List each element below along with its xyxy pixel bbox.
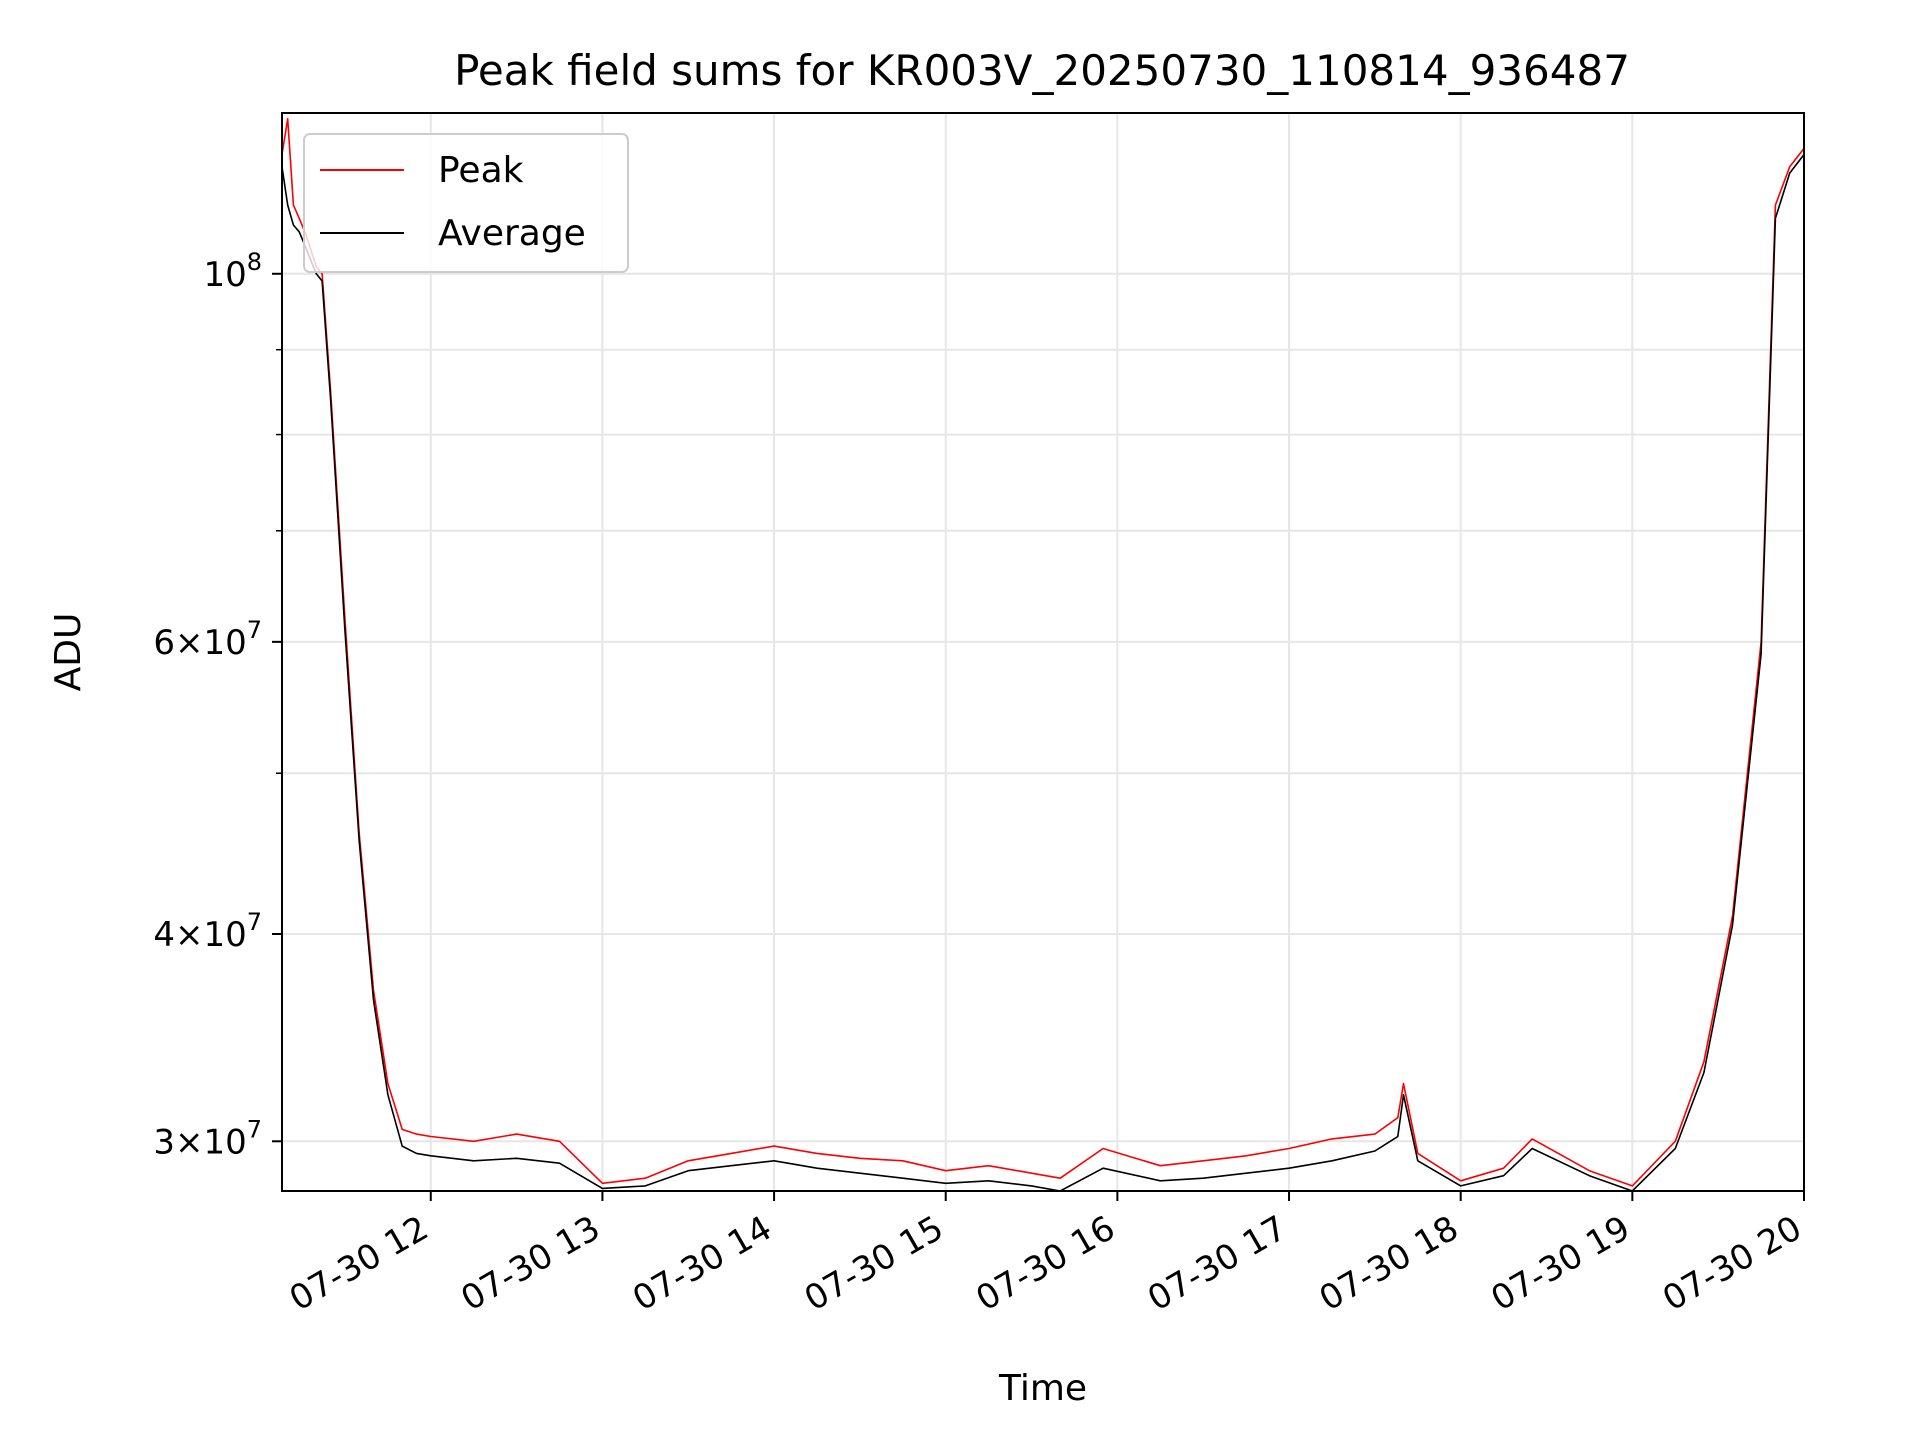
y-tick-label: 3×107 xyxy=(153,1115,262,1162)
chart-title: Peak field sums for KR003V_20250730_1108… xyxy=(454,46,1630,95)
series-line-average xyxy=(282,154,1804,1191)
y-tick-label: 6×107 xyxy=(153,616,262,663)
y-axis: 3×107 4×107 6×107 108 xyxy=(153,248,282,1162)
legend: Peak Average xyxy=(303,133,629,273)
legend-average-label: Average xyxy=(438,213,586,254)
y-tick-label: 108 xyxy=(203,248,262,295)
legend-box xyxy=(303,133,629,273)
plot-area xyxy=(282,118,1804,1191)
plot-frame xyxy=(281,112,1805,1192)
y-axis-label: ADU xyxy=(48,613,89,692)
x-axis-label: Time xyxy=(998,1368,1087,1409)
legend-peak-label: Peak xyxy=(438,150,524,191)
y-tick-label: 4×107 xyxy=(153,908,262,955)
